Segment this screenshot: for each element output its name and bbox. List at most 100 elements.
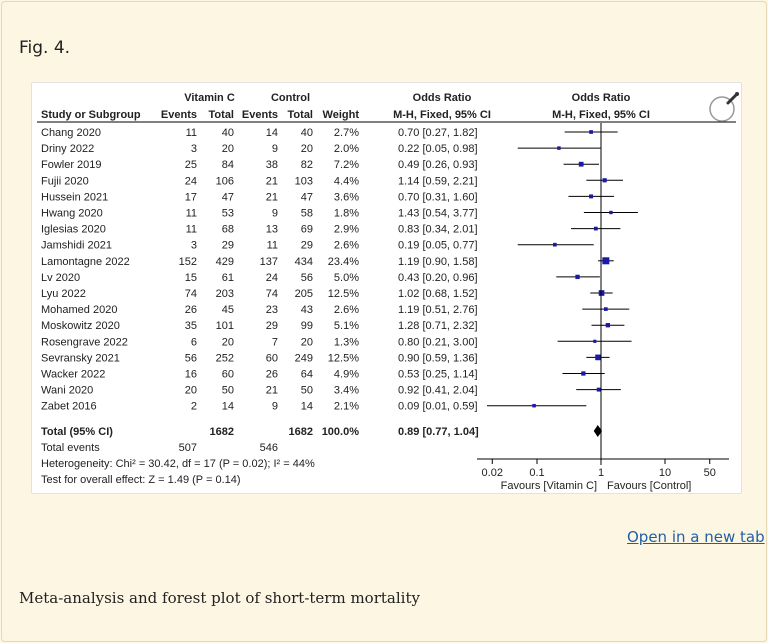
or-ci-text: 0.70 [0.27, 1.82] <box>398 127 478 139</box>
total-vitc: 61 <box>222 272 234 284</box>
weight: 2.6% <box>334 240 359 252</box>
study-name: Jamshidi 2021 <box>41 240 112 252</box>
point-estimate-marker <box>593 226 598 231</box>
events-control: 29 <box>266 320 278 332</box>
study-name: Lyu 2022 <box>41 288 86 300</box>
total-label: Total (95% CI) <box>41 426 113 438</box>
or-ci-text: 0.83 [0.34, 2.01] <box>398 224 478 236</box>
total-events-control: 546 <box>260 442 278 454</box>
or-ci-text: 0.53 [0.25, 1.14] <box>398 369 478 381</box>
events-vitc: 3 <box>191 143 197 155</box>
total-or-ci-text: 0.89 [0.77, 1.04] <box>398 426 479 438</box>
weight: 5.0% <box>334 272 359 284</box>
point-estimate-marker <box>589 130 593 134</box>
or-ci-text: 1.19 [0.51, 2.76] <box>398 304 478 316</box>
events-vitc: 6 <box>191 336 197 348</box>
events-control: 9 <box>272 143 278 155</box>
total-vitc: 50 <box>222 385 234 397</box>
point-estimate-marker <box>575 274 580 280</box>
or-ci-text: 1.14 [0.59, 2.21] <box>398 175 478 187</box>
weight: 2.7% <box>334 127 359 139</box>
events-vitc: 16 <box>185 369 197 381</box>
or-ci-text: 0.09 [0.01, 0.59] <box>398 401 478 413</box>
point-estimate-marker <box>602 257 610 265</box>
events-vitc: 152 <box>179 256 197 268</box>
or-ci-text: 0.22 [0.05, 0.98] <box>398 143 478 155</box>
weight: 3.4% <box>334 385 359 397</box>
events-vitc: 11 <box>186 224 197 236</box>
magnifier-icon[interactable] <box>707 91 741 125</box>
weight: 5.1% <box>334 320 359 332</box>
or-ci-text: 0.80 [0.21, 3.00] <box>398 336 478 348</box>
header-study: Study or Subgroup <box>41 109 141 121</box>
figure-label: Fig. 4. <box>19 38 71 58</box>
events-control: 21 <box>266 191 278 203</box>
point-estimate-marker <box>609 210 613 215</box>
events-control: 9 <box>272 401 278 413</box>
point-estimate-marker <box>604 307 608 311</box>
total-vitc: 106 <box>216 175 234 187</box>
events-control: 23 <box>266 304 278 316</box>
weight: 2.1% <box>334 401 359 413</box>
x-tick-label: 50 <box>704 467 716 479</box>
study-name: Zabet 2016 <box>41 401 97 413</box>
point-estimate-marker <box>589 194 594 199</box>
or-ci-text: 0.70 [0.31, 1.60] <box>398 191 478 203</box>
weight: 2.6% <box>334 304 359 316</box>
header-or-col1: Odds Ratio <box>413 92 472 104</box>
events-control: 21 <box>266 385 278 397</box>
total-n-vitc: 1682 <box>210 426 234 438</box>
study-name: Moskowitz 2020 <box>41 320 120 332</box>
events-control: 24 <box>266 272 278 284</box>
point-estimate-marker <box>595 354 601 361</box>
events-vitc: 35 <box>185 320 197 332</box>
total-control: 14 <box>301 401 313 413</box>
events-control: 14 <box>266 127 278 139</box>
total-control: 50 <box>301 385 313 397</box>
study-name: Lv 2020 <box>41 272 80 284</box>
study-name: Driny 2022 <box>41 143 94 155</box>
header-total-1: Total <box>209 109 234 121</box>
total-vitc: 14 <box>222 401 234 413</box>
point-estimate-marker <box>602 178 607 183</box>
or-ci-text: 0.49 [0.26, 0.93] <box>398 159 478 171</box>
point-estimate-marker <box>532 403 536 408</box>
or-ci-text: 0.92 [0.41, 2.04] <box>398 385 478 397</box>
study-name: Iglesias 2020 <box>41 224 106 236</box>
events-vitc: 2 <box>191 401 197 413</box>
study-name: Mohamed 2020 <box>41 304 117 316</box>
study-name: Wani 2020 <box>41 385 93 397</box>
events-control: 11 <box>267 240 278 252</box>
favours-left-label: Favours [Vitamin C] <box>501 480 597 492</box>
point-estimate-marker <box>581 371 586 376</box>
header-or-col2: Odds Ratio <box>572 92 631 104</box>
study-name: Rosengrave 2022 <box>41 336 128 348</box>
total-control: 82 <box>301 159 313 171</box>
total-vitc: 60 <box>222 369 234 381</box>
or-ci-text: 1.43 [0.54, 3.77] <box>398 208 478 220</box>
study-name: Sevransky 2021 <box>41 352 120 364</box>
x-tick-label: 10 <box>659 467 671 479</box>
total-vitc: 203 <box>216 288 234 300</box>
events-vitc: 24 <box>185 175 197 187</box>
events-vitc: 11 <box>186 208 197 220</box>
weight: 2.9% <box>334 224 359 236</box>
weight: 7.2% <box>334 159 359 171</box>
open-in-new-tab-link[interactable]: Open in a new tab <box>627 528 765 546</box>
weight: 3.6% <box>334 191 359 203</box>
events-control: 38 <box>266 159 278 171</box>
forest-plot: Vitamin C Control Odds Ratio Odds Ratio Stud… <box>37 92 736 492</box>
events-control: 74 <box>266 288 278 300</box>
total-vitc: 429 <box>216 256 234 268</box>
total-vitc: 29 <box>222 240 234 252</box>
events-vitc: 26 <box>185 304 197 316</box>
figure-caption: Meta-analysis and forest plot of short-t… <box>19 589 420 607</box>
point-estimate-marker <box>578 161 584 167</box>
header-weight: Weight <box>323 109 360 121</box>
point-estimate-marker <box>553 242 557 247</box>
events-control: 9 <box>272 208 278 220</box>
total-vitc: 45 <box>222 304 234 316</box>
events-vitc: 25 <box>185 159 197 171</box>
study-name: Chang 2020 <box>41 127 101 139</box>
